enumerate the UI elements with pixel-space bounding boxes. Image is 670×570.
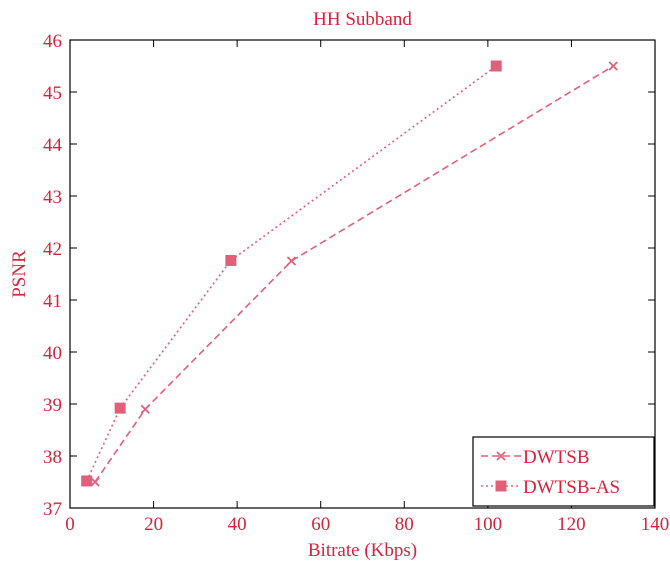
data-point-dwtsb bbox=[140, 404, 150, 414]
series-line-dwtsb-as bbox=[85, 65, 497, 482]
x-tick-label: 60 bbox=[311, 514, 330, 535]
x-tick-label: 120 bbox=[557, 514, 586, 535]
plot-frame bbox=[69, 39, 656, 509]
data-point-dwtsb-as bbox=[114, 402, 126, 414]
legend-marker-dwtsb bbox=[496, 451, 506, 461]
y-tick-label: 42 bbox=[43, 239, 62, 260]
y-tick-label: 46 bbox=[43, 31, 62, 52]
data-point-dwtsb bbox=[286, 256, 297, 266]
x-tick-label: 140 bbox=[641, 514, 670, 535]
x-axis-label: Bitrate (Kbps) bbox=[308, 540, 417, 561]
data-point-dwtsb bbox=[90, 477, 100, 487]
series-line-dwtsb bbox=[94, 65, 614, 483]
chart-title: HH Subband bbox=[313, 9, 412, 30]
x-tick-label: 40 bbox=[228, 514, 247, 535]
x-tick-label: 0 bbox=[65, 514, 75, 535]
x-tick-label: 80 bbox=[395, 514, 414, 535]
x-tick-label: 20 bbox=[144, 514, 163, 535]
y-tick-label: 43 bbox=[43, 187, 62, 208]
legend-label-dwtsb-as: DWTSB-AS bbox=[523, 477, 620, 498]
y-tick-label: 39 bbox=[43, 395, 62, 416]
data-point-dwtsb-as bbox=[490, 60, 502, 72]
legend-box bbox=[472, 436, 655, 507]
legend-marker-dwtsb-as bbox=[495, 480, 507, 492]
data-point-dwtsb bbox=[608, 61, 618, 71]
x-tick-label: 100 bbox=[474, 514, 503, 535]
y-tick-label: 44 bbox=[43, 135, 63, 156]
legend-label-dwtsb: DWTSB bbox=[523, 447, 590, 468]
y-tick-label: 40 bbox=[43, 343, 62, 364]
y-tick-label: 38 bbox=[43, 447, 62, 468]
y-axis-label: PSNR bbox=[9, 250, 30, 298]
data-point-dwtsb-as bbox=[81, 475, 93, 487]
y-tick-label: 41 bbox=[43, 291, 62, 312]
y-tick-label: 45 bbox=[43, 83, 62, 104]
data-point-dwtsb-as bbox=[225, 254, 237, 266]
y-tick-label: 37 bbox=[43, 499, 62, 520]
